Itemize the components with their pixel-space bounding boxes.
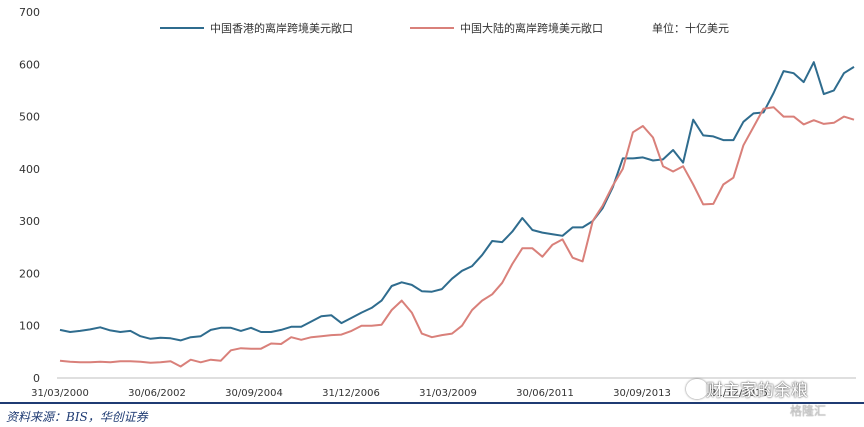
y-tick-label: 200 bbox=[19, 267, 40, 280]
x-tick-label: 30/06/2011 bbox=[516, 388, 574, 399]
legend-swatch-mainland bbox=[410, 27, 454, 29]
y-tick-label: 400 bbox=[19, 163, 40, 176]
y-tick-label: 300 bbox=[19, 215, 40, 228]
y-tick-label: 0 bbox=[33, 372, 40, 385]
legend-swatch-hongkong bbox=[160, 27, 204, 29]
wechat-icon bbox=[686, 379, 708, 399]
legend-item-mainland: 中国大陆的离岸跨境美元敞口 bbox=[410, 20, 603, 36]
y-tick-label: 100 bbox=[19, 320, 40, 333]
x-tick-label: 30/09/2013 bbox=[613, 388, 671, 399]
y-tick-label: 700 bbox=[19, 6, 40, 19]
watermark-main: 财主家的余粮 bbox=[706, 381, 808, 401]
watermark-sub: 格隆汇 bbox=[790, 404, 827, 418]
series-lines bbox=[59, 61, 855, 368]
x-axis-labels: 31/03/2000 30/06/2002 30/09/2004 31/12/2006… bbox=[31, 388, 768, 399]
legend-item-hongkong: 中国香港的离岸跨境美元敞口 bbox=[160, 20, 353, 36]
unit-label: 单位：十亿美元 bbox=[652, 22, 729, 35]
x-tick-label: 31/12/2006 bbox=[322, 388, 380, 399]
line-chart: 0 100 200 300 400 500 600 700 31/03/2000 30/06/2… bbox=[19, 6, 856, 399]
source-note: 资料来源：BIS，华创证券 bbox=[6, 410, 148, 424]
y-tick-label: 500 bbox=[19, 111, 40, 124]
x-tick-label: 31/12/2015 bbox=[710, 388, 768, 399]
y-tick-label: 600 bbox=[19, 58, 40, 71]
series-line-hongkong bbox=[59, 61, 855, 342]
legend-label-hongkong: 中国香港的离岸跨境美元敞口 bbox=[210, 22, 353, 35]
x-tick-label: 30/09/2004 bbox=[225, 388, 283, 399]
footer-divider bbox=[0, 402, 864, 404]
y-axis-labels: 0 100 200 300 400 500 600 700 bbox=[19, 6, 40, 385]
x-tick-label: 31/03/2000 bbox=[31, 388, 89, 399]
x-tick-label: 31/03/2009 bbox=[419, 388, 477, 399]
series-line-mainland bbox=[59, 106, 855, 368]
legend-label-mainland: 中国大陆的离岸跨境美元敞口 bbox=[460, 22, 603, 35]
x-tick-label: 30/06/2002 bbox=[128, 388, 186, 399]
